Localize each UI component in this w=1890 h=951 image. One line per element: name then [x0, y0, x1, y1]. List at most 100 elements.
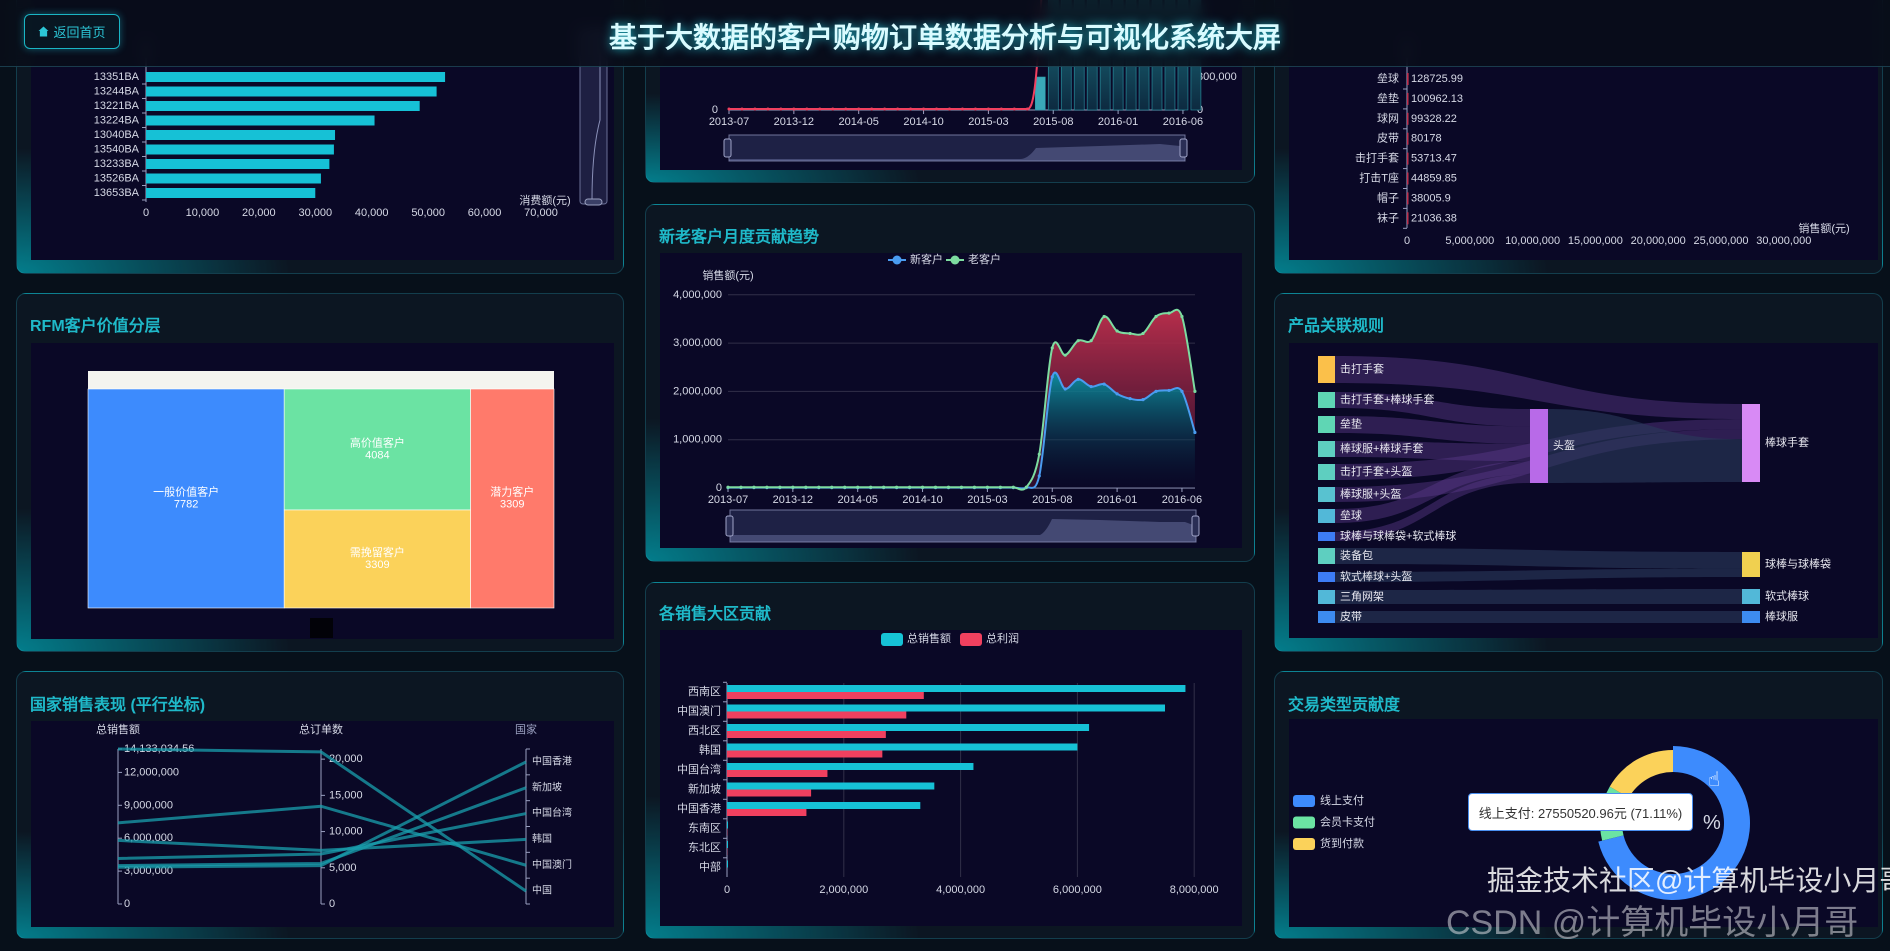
category-label: 打击T座	[1359, 171, 1399, 185]
tick-label: 15,000,000	[1568, 235, 1623, 247]
bar	[146, 86, 437, 97]
point-old	[752, 485, 756, 489]
tick-label: 4,000,000	[673, 289, 722, 301]
tick-label: 2,000,000	[673, 385, 722, 397]
point-old	[804, 485, 808, 489]
bar-total-sales	[727, 704, 1165, 712]
datazoom-shadow	[729, 144, 1185, 161]
category-label: 中国台湾	[677, 762, 721, 776]
point-old	[933, 485, 938, 489]
home-button[interactable]: 返回首页	[24, 14, 120, 49]
tick-label: 2015-03	[967, 494, 1007, 506]
tick-label: 40,000	[355, 207, 389, 219]
line-point	[766, 107, 770, 111]
donut-center-label: %	[1703, 812, 1721, 834]
data-label: 99328.22	[1411, 113, 1457, 125]
sankey-link	[1335, 461, 1530, 523]
datazoom-handle[interactable]	[584, 198, 603, 206]
category-label: 13224BA	[94, 115, 140, 127]
sankey-node	[1318, 572, 1335, 582]
sankey-label: 垒球	[1340, 508, 1362, 522]
category-label: 袜子	[1377, 210, 1399, 224]
bar-total-profit	[727, 692, 924, 699]
area-new-customers	[728, 372, 1195, 489]
sankey-label: 垒垫	[1340, 417, 1362, 431]
sankey-link	[1335, 548, 1742, 569]
treemap-label: 一般价值客户	[153, 485, 219, 499]
treemap-value: 3309	[500, 499, 524, 511]
line-point	[1012, 107, 1016, 111]
tick-label: 2014-05	[839, 116, 879, 128]
legend-label: 货到付款	[1320, 836, 1364, 850]
sankey-node	[1742, 611, 1760, 623]
tick-label: 10,000	[186, 207, 220, 219]
tick-label: 30,000	[298, 207, 332, 219]
point-new	[1115, 392, 1119, 396]
category-label: 新加坡	[532, 780, 562, 793]
line-point	[999, 107, 1003, 111]
category-label: 西南区	[688, 685, 721, 698]
sankey-node	[1318, 356, 1335, 383]
pie-tooltip: 线上支付: 27550520.96元 (71.11%)	[1468, 793, 1693, 831]
chart-area	[1289, 343, 1878, 638]
category-label: 13244BA	[94, 86, 140, 98]
treemap-breadcrumb-bar	[88, 371, 554, 389]
bar	[146, 144, 334, 155]
data-label: 53713.47	[1411, 153, 1457, 165]
data-label: 100962.13	[1411, 93, 1463, 105]
parallel-line	[117, 837, 527, 852]
pie-slice[interactable]	[1598, 746, 1751, 901]
cursor-hand-icon: ☝	[1708, 769, 1720, 791]
legend-label: 新客户	[910, 252, 943, 266]
tick-label: 0	[1404, 235, 1410, 247]
category-label: 13221BA	[94, 100, 140, 112]
point-old	[985, 485, 990, 489]
category-label: 垒球	[1377, 71, 1399, 85]
point-new	[1141, 398, 1145, 402]
point-old	[895, 485, 899, 489]
sankey-label: 皮带	[1340, 610, 1362, 623]
panel-title: RFM客户价值分层	[30, 318, 161, 335]
pie-slice[interactable]	[1609, 750, 1673, 798]
point-old	[972, 485, 977, 489]
bar	[146, 173, 321, 184]
datazoom-handle[interactable]	[723, 138, 732, 158]
point-new	[1037, 474, 1041, 478]
parallel-line	[117, 786, 527, 868]
point-old	[1063, 353, 1067, 357]
treemap-block	[283, 388, 471, 511]
category-label: 中国台湾	[532, 806, 572, 819]
panel-title: 国家销售表现 (平行坐标)	[30, 697, 206, 714]
sankey-label: 击打手套+棒球手套	[1340, 392, 1434, 406]
bar-total-profit	[727, 711, 907, 719]
point-new	[1076, 377, 1080, 381]
tick-label: 12,000,000	[124, 766, 179, 778]
tick-label: 60,000	[468, 207, 502, 219]
home-icon	[39, 26, 49, 37]
datazoom-slider[interactable]	[728, 134, 1186, 162]
sankey-link	[1335, 392, 1530, 427]
datazoom-handle[interactable]	[1179, 138, 1188, 158]
parallel-line	[117, 760, 527, 869]
bar	[1407, 132, 1409, 145]
legend-label: 会员卡支付	[1320, 816, 1375, 829]
point-new	[1102, 382, 1106, 386]
category-label: 中国香港	[677, 802, 721, 815]
sankey-label: 软式棒球	[1765, 589, 1809, 603]
sankey-node	[1318, 611, 1335, 623]
point-old	[1180, 314, 1184, 319]
axis-name: 国家	[515, 722, 537, 736]
parallel-line	[117, 804, 527, 867]
line-point	[986, 107, 990, 111]
point-old	[946, 485, 951, 489]
sankey-node	[1318, 590, 1335, 604]
category-label: 13040BA	[94, 129, 140, 141]
bar-total-profit	[727, 731, 886, 738]
sankey-link	[1335, 441, 1530, 462]
category-label: 击打手套	[1355, 151, 1399, 165]
datazoom-handle[interactable]	[725, 515, 734, 537]
category-label: 中国澳门	[532, 858, 572, 871]
datazoom-handle[interactable]	[1191, 515, 1200, 537]
bar	[1407, 73, 1409, 85]
